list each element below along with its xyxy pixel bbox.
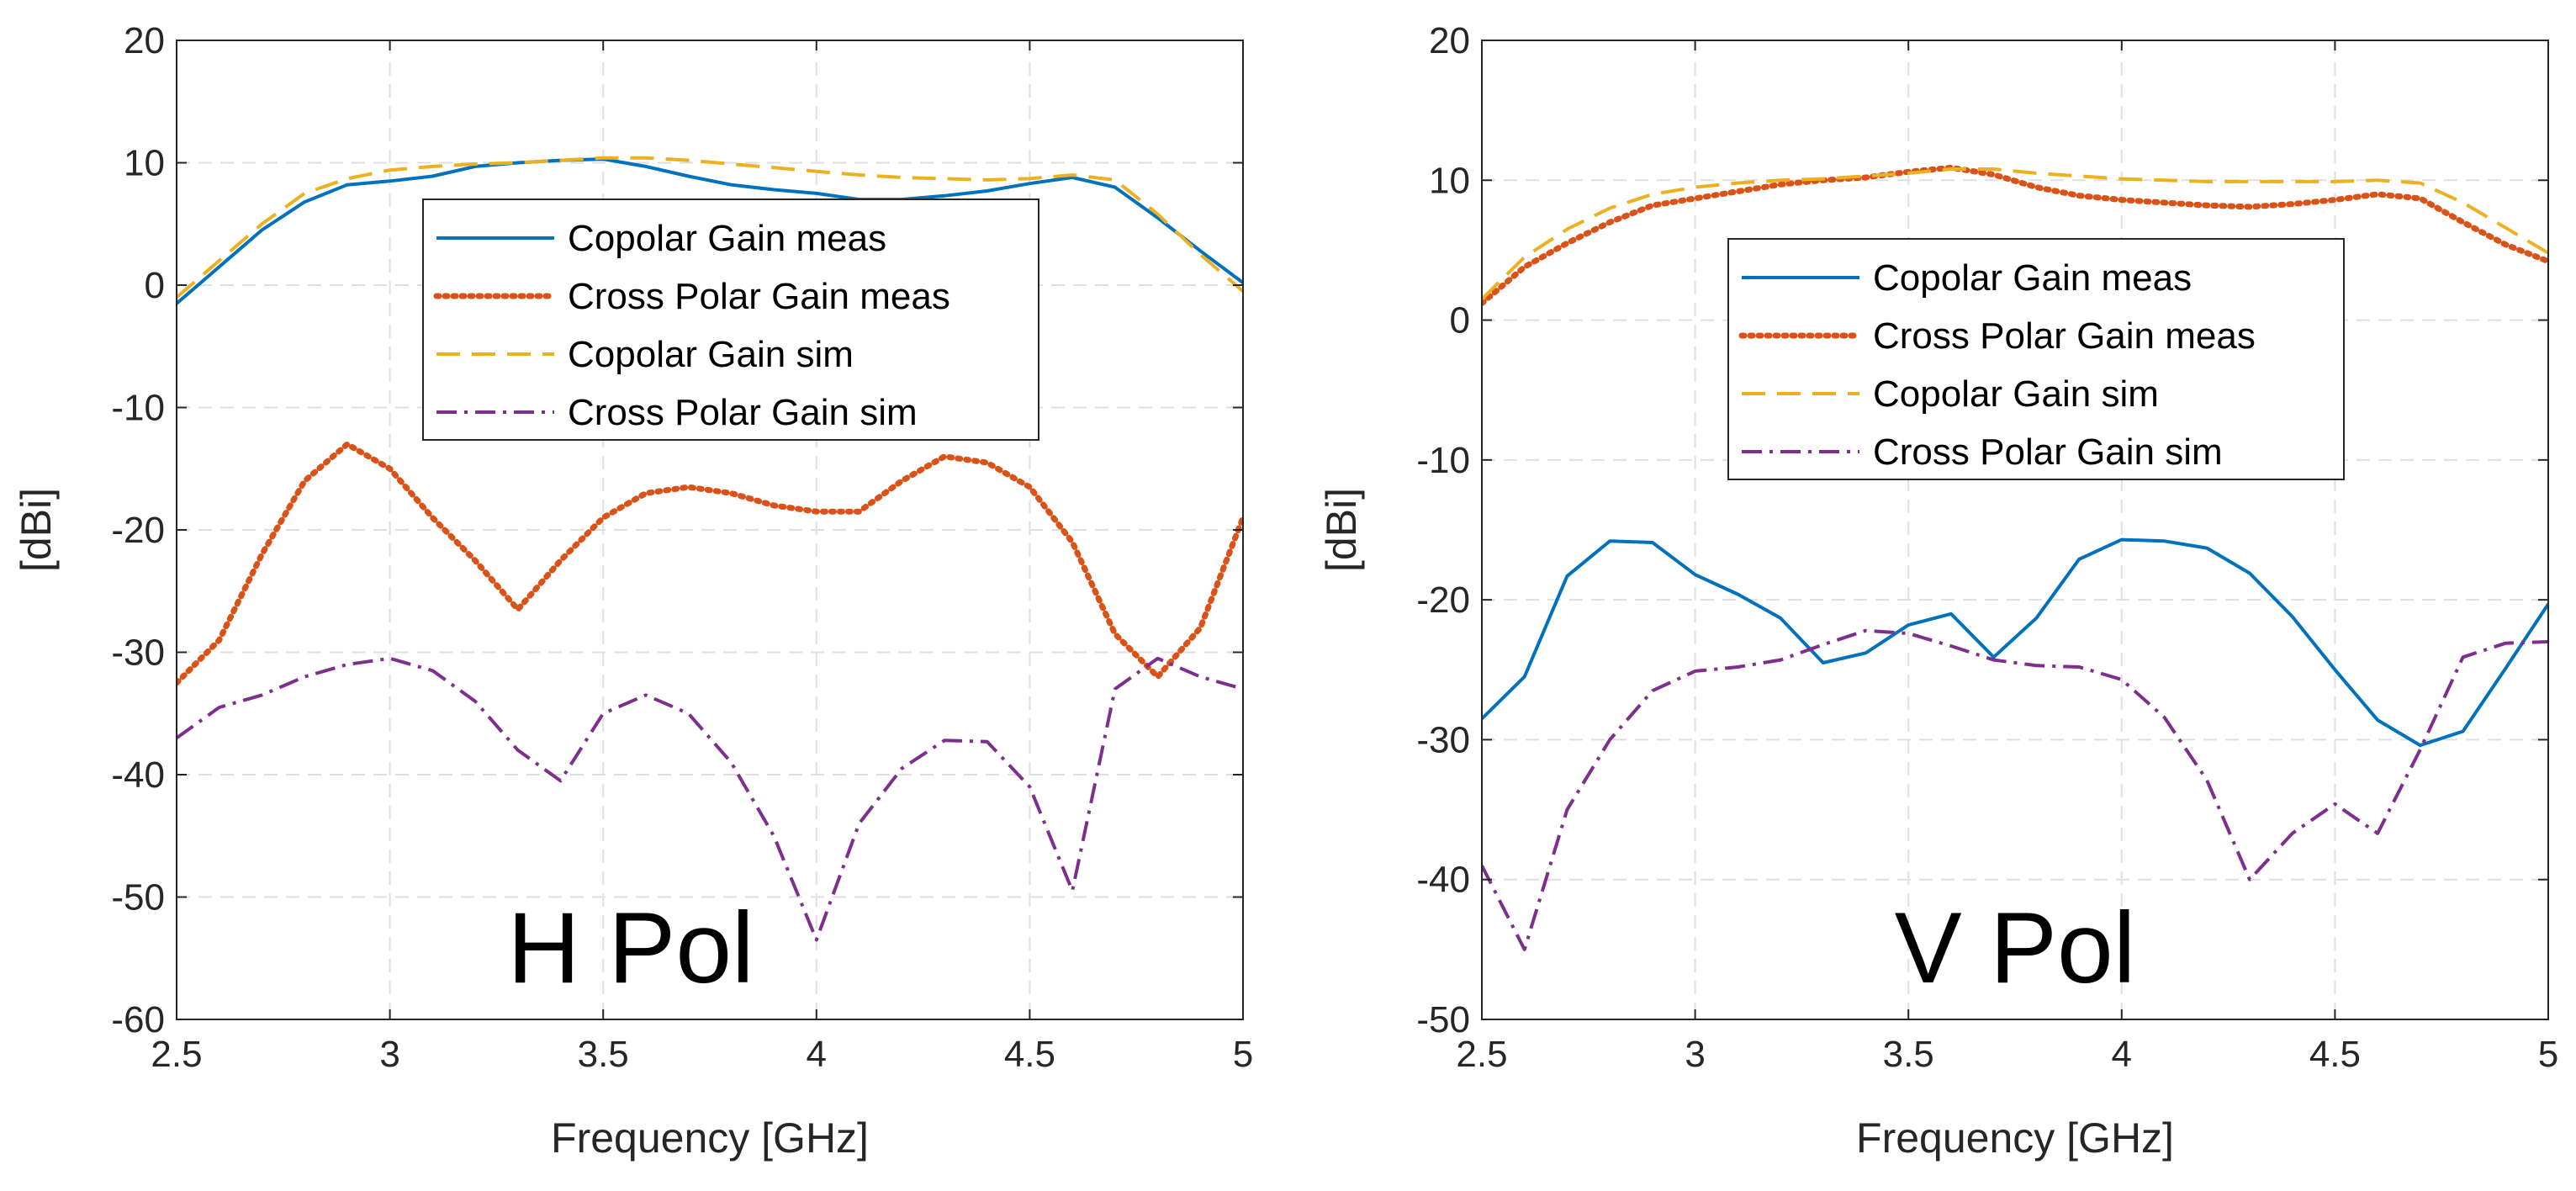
legend-label: Copolar Gain sim	[568, 334, 854, 375]
y-axis-label: [dBi]	[1318, 488, 1365, 572]
x-tick-label: 3.5	[578, 1034, 629, 1075]
series-line-copolar-gain-sim	[177, 156, 1243, 299]
series-line-copolar-gain-sim	[1482, 167, 2548, 301]
legend-label: Cross Polar Gain sim	[568, 392, 918, 433]
y-tick-label: 0	[1450, 300, 1470, 341]
legend: Copolar Gain meas Cross Polar Gain meas Co…	[422, 198, 1039, 441]
y-tick-label: -50	[1416, 999, 1470, 1040]
y-tick-label: -20	[1416, 580, 1470, 621]
x-tick-label: 4.5	[2309, 1034, 2361, 1075]
series-line-cross-polar-gain-meas	[1482, 164, 2548, 307]
y-tick-label: -30	[1416, 719, 1470, 760]
legend-label: Cross Polar Gain meas	[568, 276, 950, 317]
legend-label: Copolar Gain sim	[1873, 373, 2159, 415]
y-tick-label: -30	[111, 633, 165, 674]
y-tick-label: -40	[111, 754, 165, 796]
series-group	[177, 156, 1243, 942]
x-tick-label: 3.5	[1883, 1034, 1934, 1075]
legend-label: Cross Polar Gain meas	[1873, 315, 2256, 357]
series-group	[1482, 164, 2548, 951]
x-tick-label: 5	[1233, 1034, 1253, 1075]
plot-area	[1482, 40, 2548, 1019]
y-tick-label: -40	[1416, 860, 1470, 901]
y-tick-label: 20	[1429, 20, 1470, 61]
axes-box	[1481, 40, 2549, 1020]
legend-label: Copolar Gain meas	[568, 218, 886, 259]
y-tick-label: 20	[124, 20, 165, 61]
x-tick-label: 4	[807, 1034, 827, 1075]
y-tick-label: -60	[111, 999, 165, 1040]
x-tick-label: 2.5	[1456, 1034, 1507, 1075]
y-tick-label: 10	[1429, 160, 1470, 201]
y-axis-label: [dBi]	[13, 488, 60, 572]
y-tick-label: -20	[111, 510, 165, 551]
x-tick-label: 2.5	[151, 1034, 202, 1075]
y-tick-label: 0	[145, 265, 165, 306]
chart-v-pol: 2.5 3 3.5 4 4.5 5 -50 -40 -30 -20 -10 0 10 20 Frequenc…	[1318, 20, 2558, 1162]
x-tick-label: 3	[1685, 1034, 1705, 1075]
series-line-copolar-gain-meas	[177, 157, 1243, 305]
y-tick-label: 10	[124, 143, 165, 184]
x-tick-label: 3	[379, 1034, 399, 1075]
series-line-cross-polar-gain-sim	[1482, 628, 2548, 951]
x-axis-label: Frequency [GHz]	[1856, 1114, 2174, 1162]
series-line-cross-polar-gain-meas	[177, 441, 1243, 686]
x-tick-label: 4.5	[1004, 1034, 1055, 1075]
y-tick-label: -10	[1416, 440, 1470, 481]
panel-title: H Pol	[507, 892, 754, 1004]
x-tick-label: 5	[2538, 1034, 2558, 1075]
chart-h-pol: 2.5 3 3.5 4 4.5 5 -60 -50 -40 -30 -20 -10 0 10 20 Frequ…	[13, 20, 1253, 1162]
y-tick-label: -50	[111, 877, 165, 918]
panel-title: V Pol	[1895, 892, 2136, 1004]
x-tick-label: 4	[2112, 1034, 2132, 1075]
x-axis-label: Frequency [GHz]	[551, 1114, 869, 1162]
legend-label: Cross Polar Gain sim	[1873, 431, 2223, 473]
y-tick-label: -10	[111, 388, 165, 429]
series-line-cross-polar-gain-sim	[177, 656, 1243, 942]
legend: Copolar Gain meas Cross Polar Gain meas Co…	[1727, 238, 2345, 480]
series-line-copolar-gain-meas	[1482, 537, 2548, 748]
legend-label: Copolar Gain meas	[1873, 257, 2192, 299]
